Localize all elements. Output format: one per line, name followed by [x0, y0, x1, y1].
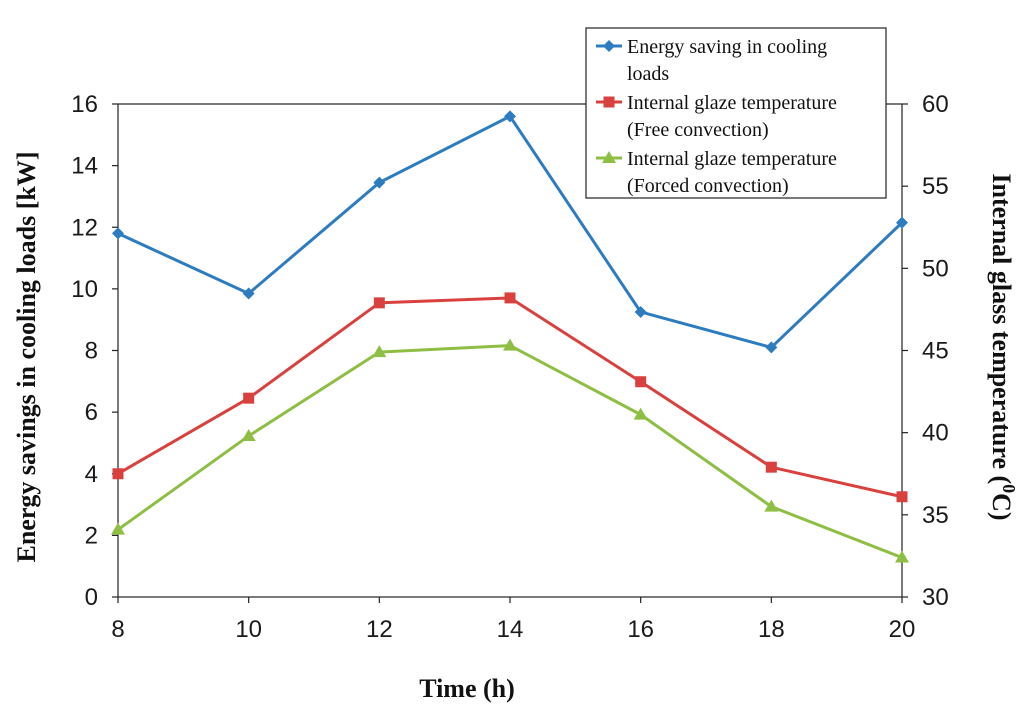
- series-3-point: [895, 550, 909, 563]
- right-tick-label: 55: [922, 173, 949, 200]
- series-layer: [111, 110, 909, 563]
- series-1: [112, 110, 908, 354]
- series-2-point: [112, 468, 124, 480]
- x-tick-label: 20: [889, 616, 916, 643]
- legend-swatch-marker-2: [603, 96, 615, 108]
- x-axis-title: Time (h): [419, 674, 515, 703]
- x-axis-ticks: 8 10 12 14 16 18 20: [111, 597, 915, 643]
- series-3: [111, 338, 909, 563]
- series-3-point: [503, 338, 517, 351]
- legend-label-1: Energy saving in cooling: [627, 36, 827, 58]
- legend-swatch-marker-1: [603, 40, 615, 52]
- legend-label-3: (Forced convection): [627, 175, 789, 197]
- right-axis-ticks: 30 35 40 45 50 55 60: [902, 91, 949, 611]
- left-tick-label: 2: [85, 522, 98, 549]
- x-tick-label: 10: [235, 616, 262, 643]
- series-2-point: [765, 461, 777, 473]
- series-3-point: [633, 407, 648, 420]
- series-3-point: [764, 499, 779, 512]
- series-2-point: [504, 292, 516, 304]
- right-tick-label: 45: [922, 338, 949, 365]
- legend-swatch-marker-3: [602, 151, 616, 163]
- series-1-point: [112, 227, 124, 240]
- left-tick-label: 14: [71, 153, 98, 180]
- legend-box: [585, 27, 887, 199]
- legend: Energy saving in cooling loads Internal gl…: [585, 27, 887, 199]
- series-1-point: [634, 305, 647, 318]
- right-tick-label: 40: [922, 420, 949, 447]
- x-tick-label: 16: [627, 616, 654, 643]
- series-3-point: [372, 345, 387, 358]
- left-tick-label: 0: [85, 584, 98, 611]
- x-tick-label: 8: [111, 616, 124, 643]
- right-tick-label: 50: [922, 255, 949, 282]
- series-1-point: [504, 110, 516, 123]
- left-tick-label: 12: [71, 214, 98, 241]
- series-1-point: [765, 341, 778, 354]
- x-tick-label: 12: [366, 616, 393, 643]
- legend-label-2: (Free convection): [627, 119, 769, 141]
- right-tick-label: 60: [922, 91, 949, 118]
- series-2-point: [896, 491, 908, 503]
- left-tick-label: 16: [71, 91, 98, 118]
- legend-label-1: loads: [627, 63, 669, 85]
- x-tick-label: 18: [758, 616, 785, 643]
- x-tick-label: 14: [497, 616, 524, 643]
- legend-label-2: Internal glaze temperature: [627, 92, 837, 114]
- series-3-point: [111, 522, 125, 535]
- left-axis-ticks: 0 2 4 6 8 10 12 14 16: [71, 91, 118, 611]
- left-tick-label: 10: [71, 276, 98, 303]
- series-3-point: [241, 428, 256, 441]
- series-2-point: [635, 376, 647, 388]
- right-axis-title: Internal glass temperature (0C): [987, 173, 1019, 520]
- left-tick-label: 4: [85, 461, 98, 488]
- left-tick-label: 8: [85, 338, 98, 365]
- right-tick-label: 35: [922, 502, 949, 529]
- right-tick-label: 30: [922, 584, 949, 611]
- right-axis-title-main: Internal glass temperature (: [987, 173, 1016, 484]
- right-axis-title-unit: C): [987, 493, 1016, 520]
- series-2-point: [373, 297, 385, 309]
- legend-label-3: Internal glaze temperature: [627, 148, 837, 170]
- series-1-point: [896, 216, 908, 229]
- left-axis-title: Energy savings in cooling loads [kW]: [12, 151, 41, 562]
- right-axis-title-superscript: 0: [999, 484, 1019, 493]
- series-2-line: [117, 296, 903, 499]
- series-2: [112, 292, 908, 503]
- left-tick-label: 6: [85, 399, 98, 426]
- series-1-point: [242, 287, 255, 300]
- series-3-line: [117, 344, 903, 559]
- series-2-point: [243, 392, 255, 404]
- series-1-point: [373, 176, 386, 189]
